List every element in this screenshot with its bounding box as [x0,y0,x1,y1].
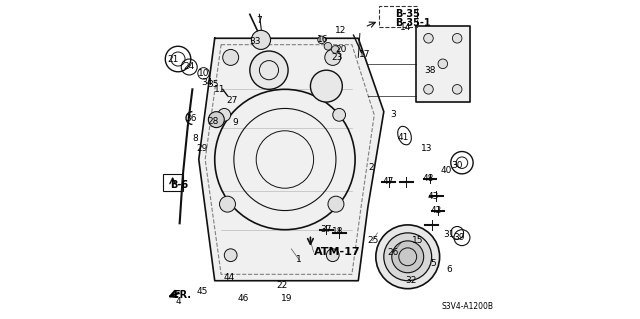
Circle shape [438,59,447,69]
Text: S3V4-A1200B: S3V4-A1200B [441,302,493,311]
Text: 33: 33 [249,37,260,46]
Text: 41: 41 [397,133,408,142]
Text: 37: 37 [321,225,332,234]
Text: 6: 6 [446,265,452,274]
Text: 38: 38 [424,66,436,75]
Text: 47: 47 [383,177,394,186]
Circle shape [328,196,344,212]
Text: 7: 7 [257,16,262,25]
Text: 11: 11 [214,85,225,94]
Text: 28: 28 [207,117,219,126]
Polygon shape [199,38,384,281]
Text: 44: 44 [223,273,235,282]
Text: B-35: B-35 [395,9,420,19]
Text: 39: 39 [453,233,465,242]
Text: 29: 29 [196,144,207,153]
Text: 45: 45 [196,287,207,296]
Circle shape [218,108,230,121]
Circle shape [252,30,271,49]
Text: FR.: FR. [173,290,191,300]
Text: 17: 17 [359,50,371,59]
Text: 18: 18 [332,227,343,236]
Text: 16: 16 [317,35,329,44]
Text: 31: 31 [444,230,455,239]
Text: 14: 14 [401,23,412,32]
Circle shape [376,225,440,289]
Text: 25: 25 [367,236,378,245]
Text: 12: 12 [335,26,346,35]
Circle shape [452,33,462,43]
Text: 43: 43 [428,192,439,201]
Text: 23: 23 [332,53,343,62]
Text: 26: 26 [388,248,399,256]
Text: 13: 13 [421,144,433,153]
Circle shape [326,249,339,262]
Text: 30: 30 [451,161,463,170]
Text: 3: 3 [390,110,396,119]
Circle shape [324,42,332,50]
Circle shape [250,51,288,89]
Text: 8: 8 [193,134,198,143]
Text: B-6: B-6 [170,180,188,190]
Text: 21: 21 [168,55,179,63]
Text: 10: 10 [198,69,209,78]
Text: 34: 34 [201,78,212,87]
Text: 15: 15 [412,236,423,245]
Text: 27: 27 [227,96,238,105]
Text: 40: 40 [440,166,452,175]
Circle shape [318,36,325,44]
Text: ATM-17: ATM-17 [314,247,360,257]
Text: 1: 1 [296,256,302,264]
Circle shape [209,112,224,128]
Circle shape [310,70,342,102]
Text: B-35-1: B-35-1 [395,18,431,28]
Text: 24: 24 [184,63,195,71]
Text: 2: 2 [368,163,374,172]
Text: 20: 20 [335,45,346,54]
Circle shape [332,46,339,53]
Text: 48: 48 [423,174,434,183]
Text: 19: 19 [281,294,292,303]
Circle shape [392,241,424,273]
Text: 5: 5 [430,259,436,268]
Circle shape [384,233,431,281]
Text: 35: 35 [207,80,219,89]
Text: 42: 42 [431,206,442,215]
Text: 22: 22 [276,281,287,290]
Circle shape [452,85,462,94]
Circle shape [223,49,239,65]
Circle shape [424,33,433,43]
Text: 9: 9 [232,118,238,127]
Circle shape [220,196,236,212]
Circle shape [324,49,340,65]
Circle shape [424,85,433,94]
Text: 36: 36 [185,114,196,122]
Text: 4: 4 [175,297,181,306]
Text: 32: 32 [405,276,417,285]
Circle shape [224,249,237,262]
Circle shape [333,108,346,121]
Polygon shape [416,26,470,102]
Text: 46: 46 [237,294,249,303]
